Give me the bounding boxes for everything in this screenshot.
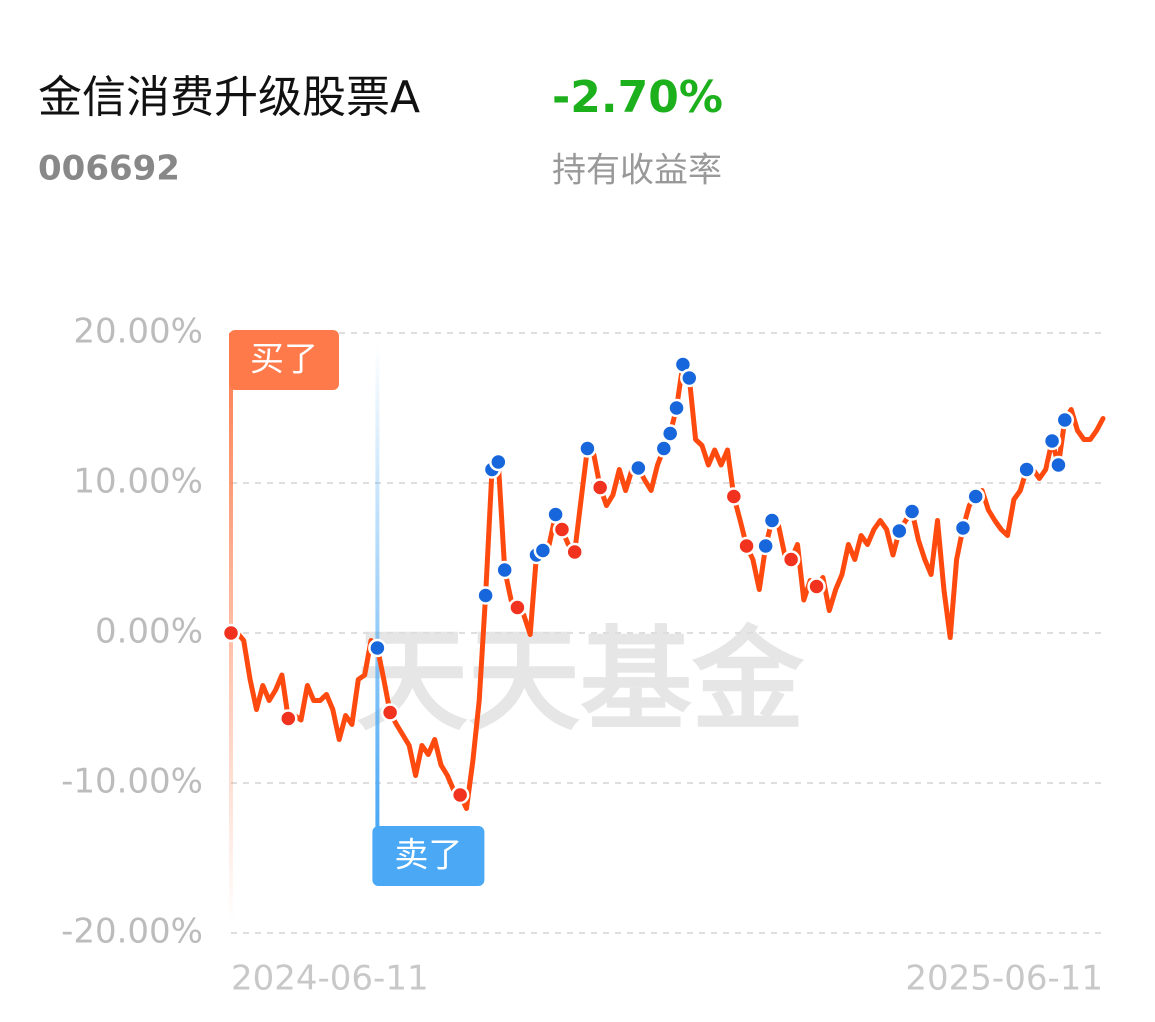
sell-point — [629, 458, 648, 478]
y-tick-label: -10.00% — [61, 762, 203, 802]
x-tick-label: 2024-06-11 — [231, 959, 429, 999]
buy-point — [737, 536, 756, 556]
sell-point — [578, 439, 597, 458]
sell-tag-box — [372, 826, 485, 886]
sell-point — [966, 487, 985, 506]
x-tick-label: 2025-06-11 — [905, 959, 1103, 999]
buy-point — [724, 487, 744, 506]
sell-point — [489, 452, 508, 472]
sell-point — [953, 518, 973, 538]
sell-point — [1042, 431, 1062, 451]
sell-point — [546, 505, 565, 524]
holding-return: -2.70% — [552, 72, 723, 123]
buy-point — [279, 709, 298, 728]
buy-point — [450, 785, 470, 805]
buy-point — [380, 703, 400, 722]
sell-point — [902, 502, 922, 521]
y-tick-label: -20.00% — [61, 912, 203, 952]
sell-point — [667, 398, 686, 418]
sell-point — [680, 368, 699, 388]
sell-point — [368, 638, 387, 658]
sell-point — [890, 521, 909, 541]
sell-point — [756, 536, 775, 556]
sell-point — [1055, 410, 1075, 430]
sell-point — [1017, 460, 1036, 479]
buy-point — [552, 520, 572, 539]
sell-point — [660, 424, 680, 443]
y-tick-label: 20.00% — [73, 312, 203, 352]
fund-code: 006692 — [38, 149, 180, 189]
buy-point — [781, 550, 801, 569]
sell-point — [654, 439, 674, 458]
sell-point — [762, 511, 782, 530]
buy-tag-box — [229, 330, 339, 390]
sell-line — [375, 345, 380, 830]
buy-point — [221, 623, 241, 643]
sell-point — [1049, 455, 1068, 475]
y-tick-label: 10.00% — [73, 462, 203, 502]
buy-point — [807, 577, 826, 596]
fund-title: 金信消费升级股票A — [38, 72, 420, 123]
buy-tag: 买了 — [250, 340, 318, 380]
sell-point — [495, 560, 514, 580]
sell-point — [476, 586, 495, 605]
return-label: 持有收益率 — [552, 151, 722, 191]
sell-point — [533, 541, 553, 560]
sell-tag: 卖了 — [394, 836, 462, 876]
buy-point — [565, 542, 584, 562]
y-tick-label: 0.00% — [95, 612, 203, 652]
buy-point — [590, 478, 610, 497]
buy-point — [508, 598, 527, 617]
watermark: 天天基金 — [356, 616, 805, 746]
